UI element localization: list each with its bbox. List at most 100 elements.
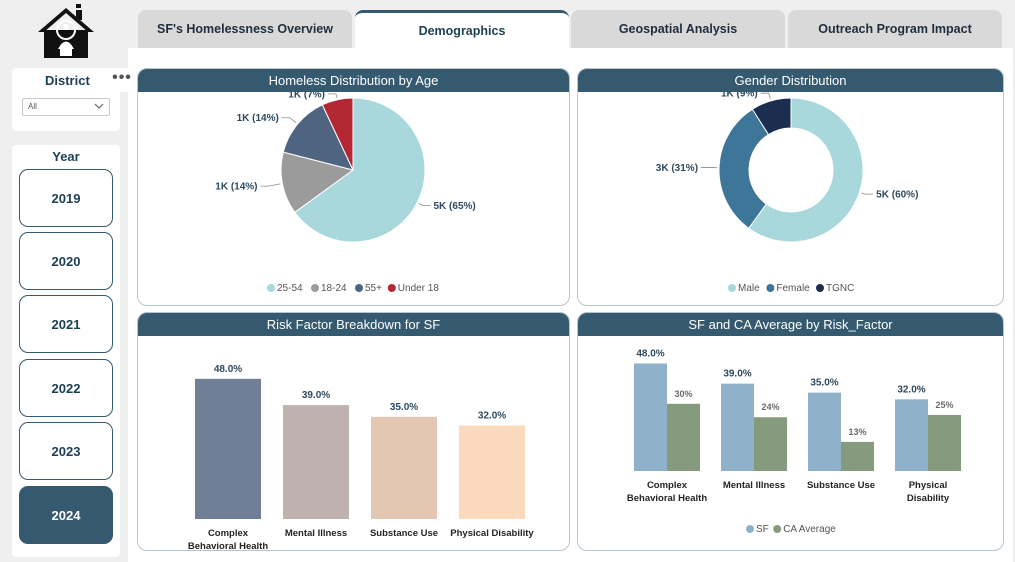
- gender-distribution-card: Gender Distribution 5K (60%) 3K (31%) 1K (…: [577, 68, 1004, 306]
- legend-label-sf: SF: [756, 524, 769, 535]
- tab-geospatial[interactable]: Geospatial Analysis: [571, 10, 785, 48]
- bar-substance-use: [371, 416, 437, 519]
- bar-data-label-ca-average-mental-illness: 24%: [761, 402, 779, 412]
- year-slicer: Year 2019 2020 2021 2022 2023 2024: [12, 145, 120, 557]
- comparison-chart-title: SF and CA Average by Risk_Factor: [578, 313, 1003, 336]
- bar-data-label-sf-mental-illness: 39.0%: [723, 369, 751, 380]
- chevron-down-icon: [94, 103, 104, 109]
- district-dropdown-value: All: [28, 102, 37, 111]
- legend-marker-male: [728, 284, 736, 292]
- pie-slice-55: [282, 104, 354, 171]
- bar-data-label-substance-use: 35.0%: [390, 402, 418, 413]
- category-label-mental-illness: Mental Illness: [285, 528, 347, 539]
- bar-sf-complex-behavioral-health: [634, 363, 667, 471]
- legend-label-male: Male: [738, 283, 760, 294]
- category-label-complex-behavioral-health: Complex: [647, 480, 688, 491]
- category-label-physical-disability: Physical Disability: [450, 528, 534, 539]
- year-option-2021[interactable]: 2021: [19, 295, 113, 353]
- bar-sf-substance-use: [808, 392, 841, 471]
- category-label-complex-behavioral-health: Behavioral Health: [188, 541, 268, 551]
- bar-ca-average-complex-behavioral-health: [667, 403, 700, 471]
- home-family-logo-icon: [38, 4, 94, 58]
- leader-line: [327, 93, 338, 98]
- category-label-substance-use: Substance Use: [370, 528, 438, 539]
- pie-slice-25-54: [294, 97, 426, 243]
- bar-sf-physical-disability: [895, 399, 928, 471]
- risk-bar-chart: 48.0% Complex Behavioral Health 39.0% Mental…: [188, 364, 535, 551]
- legend-label-25-54: 25-54: [277, 283, 303, 294]
- pie-data-label: 3K (31%): [656, 163, 698, 174]
- more-options-icon[interactable]: •••: [102, 68, 142, 92]
- legend-marker-female: [766, 284, 775, 292]
- age-pie-chart: 5K (65%) 1K (14%) 1K (14%) 1K (7%) 25-54 18-2…: [215, 92, 475, 294]
- category-label-mental-illness: Mental Illness: [723, 480, 785, 491]
- bar-data-label-sf-substance-use: 35.0%: [810, 378, 838, 389]
- legend-label-18-24: 18-24: [321, 283, 347, 294]
- leader-line: [281, 117, 297, 124]
- year-option-2019[interactable]: 2019: [19, 169, 113, 227]
- sf-ca-comparison-card: SF and CA Average by Risk_Factor 48.0% 30…: [577, 312, 1004, 551]
- district-slicer-title: District: [45, 73, 90, 88]
- gender-chart-title: Gender Distribution: [578, 69, 1003, 92]
- comparison-bar-chart: 48.0% 30% Complex Behavioral Health 39.0% 24%…: [627, 348, 961, 535]
- pie-slice-tgnc: [751, 97, 792, 136]
- risk-factor-card: Risk Factor Breakdown for SF 48.0% Comple…: [137, 312, 570, 551]
- pie-data-label: 5K (60%): [876, 190, 918, 201]
- legend-label-ca-average: CA Average: [783, 524, 836, 535]
- bar-data-label-sf-complex-behavioral-health: 48.0%: [636, 348, 664, 359]
- category-label-substance-use: Substance Use: [807, 480, 875, 491]
- bar-ca-average-mental-illness: [754, 417, 787, 471]
- bar-data-label-physical-disability: 32.0%: [478, 411, 506, 422]
- year-option-2024[interactable]: 2024: [19, 486, 113, 544]
- year-option-2023[interactable]: 2023: [19, 422, 113, 480]
- category-label-physical-disability: Physical: [909, 480, 948, 491]
- legend-label-tgnc: TGNC: [826, 283, 854, 294]
- district-dropdown[interactable]: All: [22, 98, 110, 116]
- pie-data-label: 1K (14%): [215, 182, 257, 193]
- bar-ca-average-physical-disability: [928, 415, 961, 471]
- tab-outreach[interactable]: Outreach Program Impact: [788, 10, 1002, 48]
- bar-sf-mental-illness: [721, 383, 754, 471]
- bar-data-label-ca-average-complex-behavioral-health: 30%: [674, 389, 692, 399]
- age-chart-title: Homeless Distribution by Age: [138, 69, 569, 92]
- legend-marker-18-24: [311, 284, 319, 292]
- legend-marker-55: [355, 284, 363, 292]
- risk-chart-title: Risk Factor Breakdown for SF: [138, 313, 569, 336]
- category-label-complex-behavioral-health: Behavioral Health: [627, 493, 707, 504]
- legend-label-55: 55+: [365, 283, 382, 294]
- year-option-2022[interactable]: 2022: [19, 359, 113, 417]
- district-slicer: District ••• All: [12, 68, 142, 131]
- bar-data-label-ca-average-substance-use: 13%: [848, 427, 866, 437]
- pie-slice-female: [718, 108, 770, 229]
- legend-marker-sf: [746, 525, 754, 533]
- pie-data-label: 5K (65%): [433, 201, 475, 212]
- leader-line: [861, 192, 874, 195]
- pie-data-label: 1K (7%): [288, 92, 325, 100]
- gender-donut-chart: 5K (60%) 3K (31%) 1K (9%) Male Female TGNC: [656, 92, 919, 294]
- age-distribution-card: Homeless Distribution by Age 5K (65%) 1K …: [137, 68, 570, 306]
- legend-marker-under-18: [387, 284, 396, 292]
- bar-complex-behavioral-health: [195, 378, 261, 519]
- legend-marker-tgnc: [816, 284, 824, 292]
- tab-overview[interactable]: SF's Homelessness Overview: [138, 10, 352, 48]
- year-slicer-title: Year: [52, 149, 80, 164]
- legend-label-female: Female: [776, 283, 810, 294]
- bar-data-label-sf-physical-disability: 32.0%: [897, 384, 925, 395]
- category-label-complex-behavioral-health: Complex: [208, 528, 249, 539]
- legend-label-under-18: Under 18: [398, 283, 440, 294]
- legend-marker-ca-average: [773, 525, 782, 533]
- leader-line: [260, 183, 281, 187]
- pie-data-label: 1K (14%): [237, 113, 279, 124]
- bar-mental-illness: [283, 405, 349, 519]
- pie-slice-male: [747, 97, 864, 243]
- leader-line: [418, 203, 431, 206]
- category-label-physical-disability: Disability: [907, 493, 950, 504]
- bar-physical-disability: [459, 425, 525, 519]
- legend-marker-25-54: [267, 284, 275, 292]
- pie-slice-18-24: [280, 151, 355, 214]
- bar-data-label-complex-behavioral-health: 48.0%: [214, 364, 242, 375]
- year-option-2020[interactable]: 2020: [19, 232, 113, 290]
- bar-ca-average-substance-use: [841, 441, 874, 471]
- tab-demographics[interactable]: Demographics: [355, 10, 569, 48]
- pie-slice-under-18: [321, 97, 354, 171]
